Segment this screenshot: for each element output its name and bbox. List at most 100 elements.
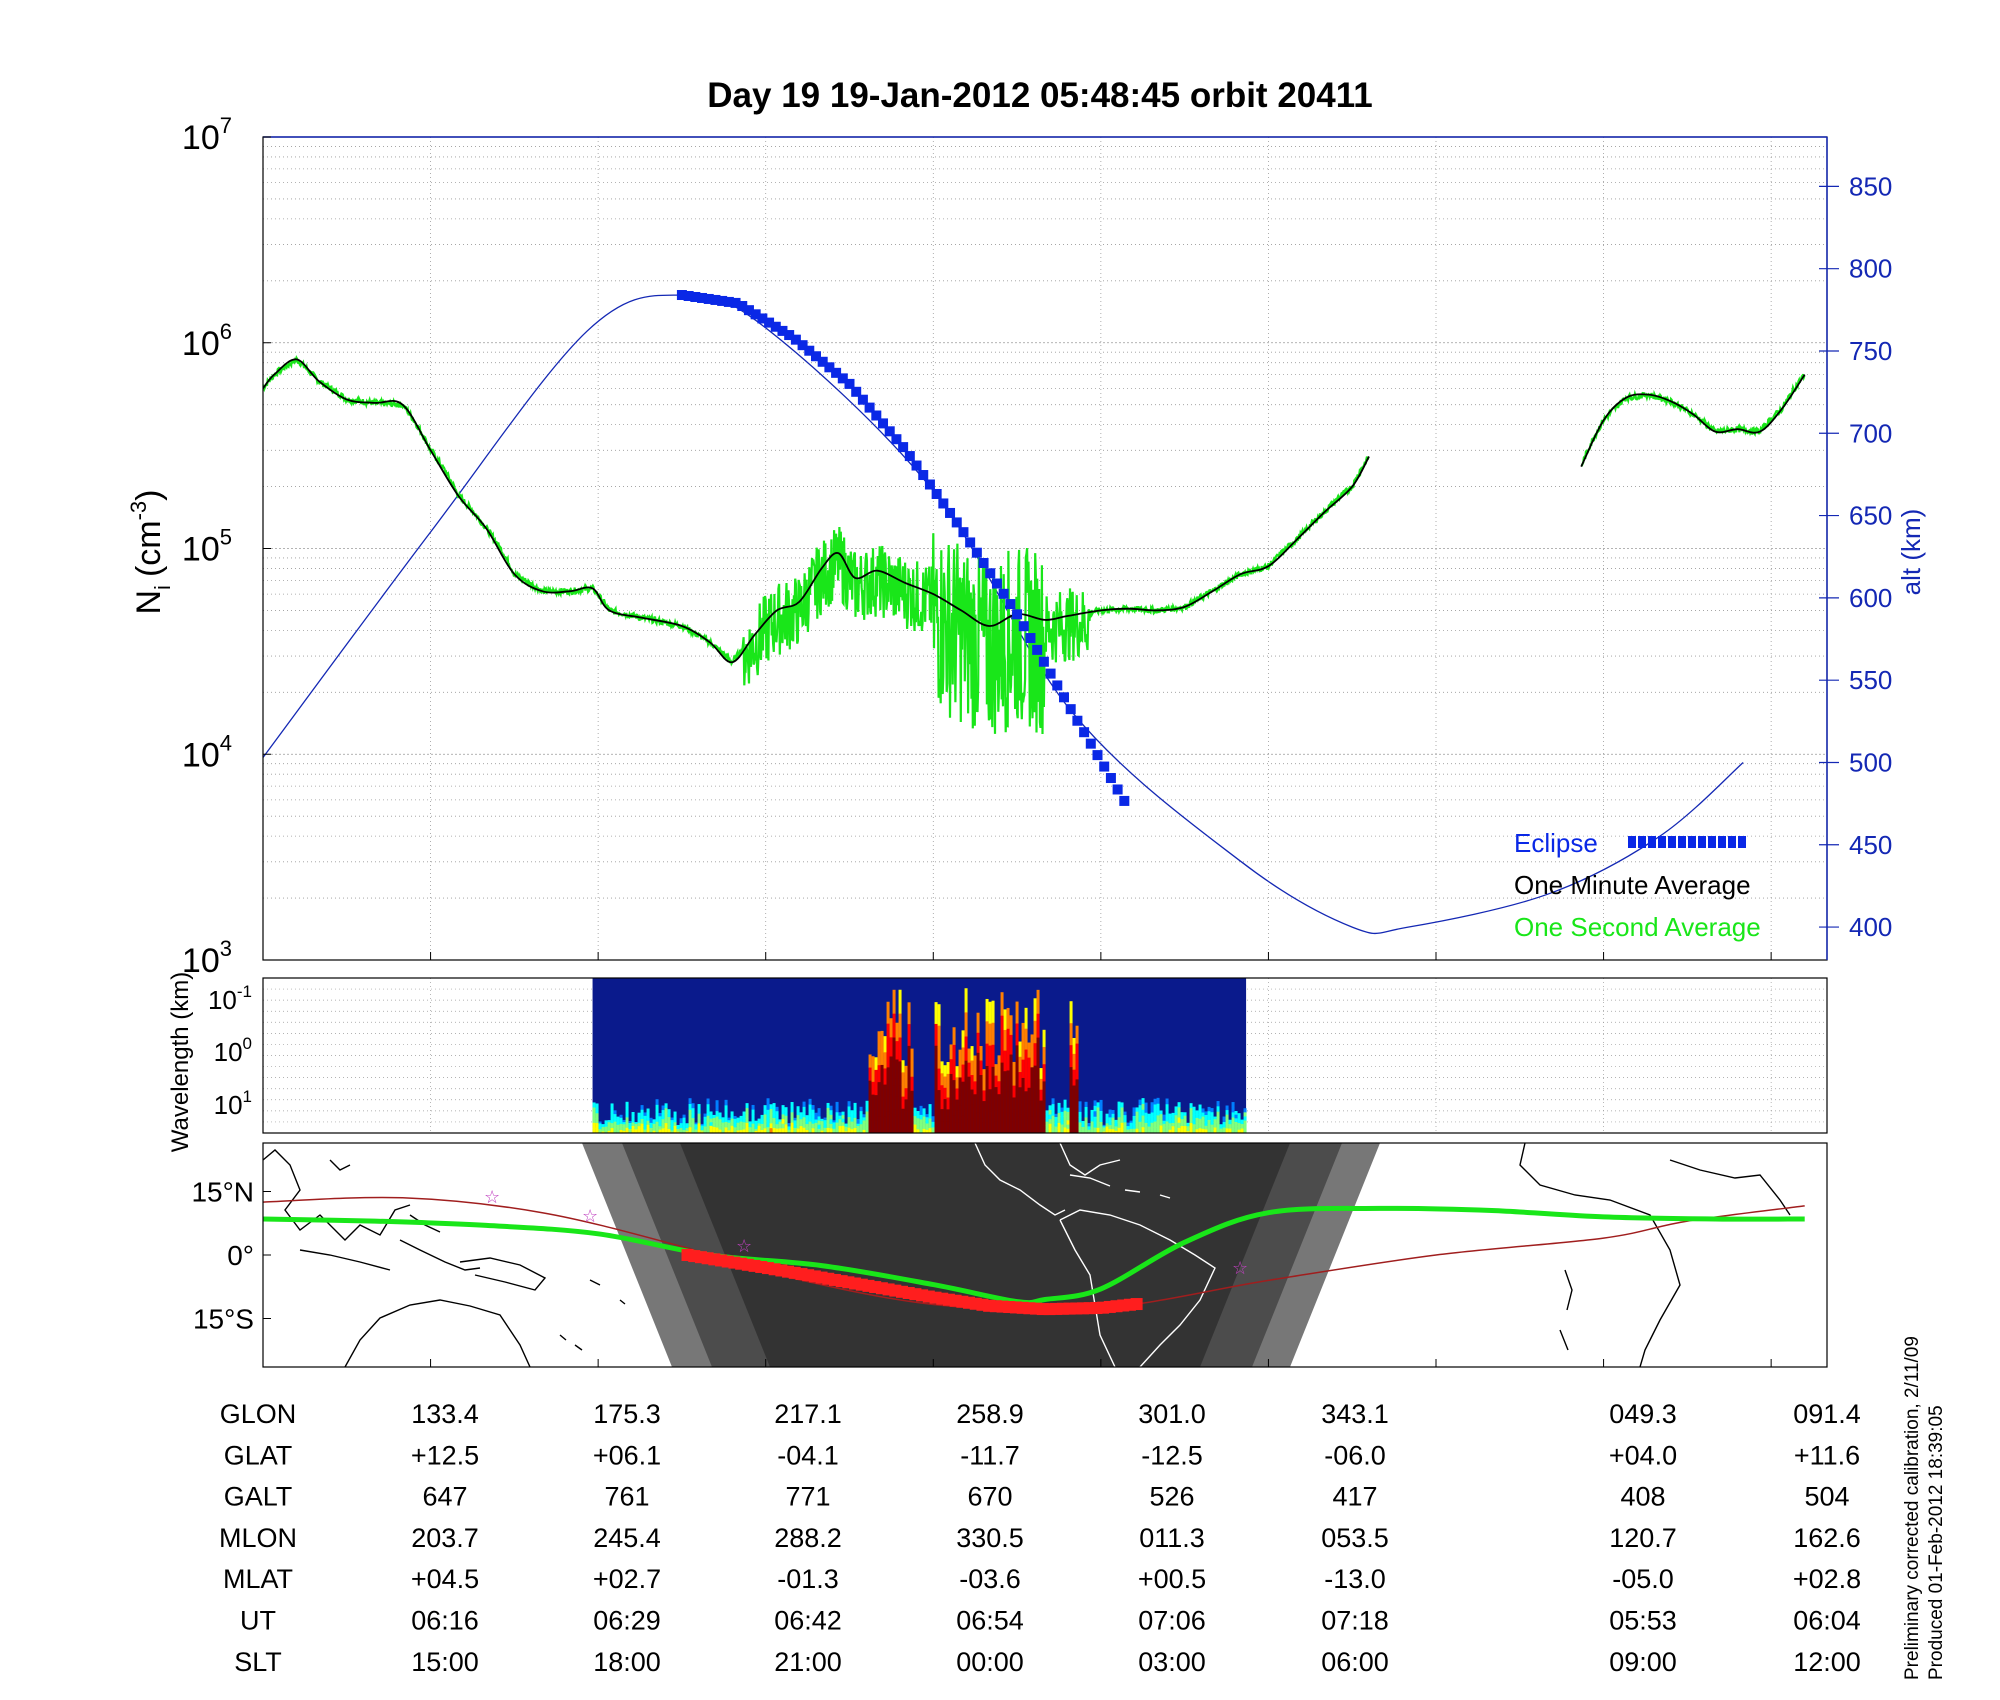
spec-cell — [673, 1111, 677, 1116]
spec-cell — [1051, 1127, 1055, 1133]
spec-cell — [940, 1109, 944, 1122]
spec-cell — [889, 1056, 893, 1077]
spec-cell — [811, 1119, 815, 1125]
spec-cell — [940, 1073, 944, 1086]
spec-cell — [742, 1115, 746, 1120]
spec-cell — [1231, 1102, 1235, 1108]
spec-cell — [847, 1117, 851, 1123]
spec-cell — [1093, 1127, 1097, 1133]
spec-cell — [1063, 1127, 1067, 1133]
spec-cell — [1207, 1106, 1211, 1112]
spec-cell — [703, 1116, 707, 1121]
spec-cell — [1084, 1122, 1088, 1129]
spec-cell — [823, 1120, 827, 1124]
spec-cell — [988, 1067, 992, 1090]
spec-cell — [1090, 1117, 1094, 1122]
spec-cell — [637, 1119, 641, 1124]
eclipse-marker — [985, 568, 996, 579]
spec-cell — [1231, 1112, 1235, 1119]
eclipse-marker — [1105, 773, 1116, 784]
spec-cell — [1105, 1120, 1109, 1124]
spec-cell — [931, 1121, 935, 1126]
spec-cell — [736, 1120, 740, 1124]
spec-cell — [1030, 1083, 1034, 1101]
spec-cell — [664, 1108, 668, 1114]
spec-cell — [1228, 1124, 1232, 1127]
spec-cell — [694, 1131, 698, 1133]
eclipse-marker — [971, 547, 982, 558]
spec-cell — [781, 1128, 785, 1133]
spec-cell — [667, 1117, 671, 1122]
spec-cell — [727, 1130, 731, 1133]
spec-cell — [991, 1000, 995, 1024]
spec-cell — [919, 1119, 923, 1125]
spec-cell — [925, 1129, 929, 1133]
spec-cell — [1123, 1115, 1127, 1120]
spec-cell — [1042, 1064, 1046, 1082]
spec-cell — [970, 1089, 974, 1105]
spec-cell — [790, 1101, 794, 1108]
spec-cell — [634, 1125, 638, 1129]
spec-cell — [1054, 1126, 1058, 1131]
spec-cell — [877, 1116, 881, 1133]
spec-cell — [1225, 1114, 1229, 1120]
spec-cell — [787, 1131, 791, 1133]
ephemeris-cell: 504 — [1804, 1482, 1849, 1512]
spec-cell — [619, 1120, 623, 1125]
spec-cell — [763, 1114, 767, 1120]
spec-cell — [1111, 1117, 1115, 1123]
spec-cell — [739, 1127, 743, 1131]
spec-cell — [952, 1115, 956, 1133]
spec-cell — [685, 1124, 689, 1127]
spec-cell — [1168, 1126, 1172, 1131]
spec-cell — [1162, 1120, 1166, 1125]
spec-cell — [916, 1129, 920, 1133]
spec-cell — [928, 1128, 932, 1133]
spec-cell — [1144, 1117, 1148, 1124]
eclipse-marker — [1112, 784, 1123, 795]
spec-cell — [691, 1113, 695, 1119]
spec-cell — [820, 1118, 824, 1122]
spec-cell — [994, 1110, 998, 1123]
spec-cell — [1177, 1117, 1181, 1124]
spec-cell — [1006, 1049, 1010, 1071]
spec-cell — [1135, 1128, 1139, 1133]
spec-cell — [592, 1122, 596, 1129]
spec-cell — [1204, 1122, 1208, 1127]
spec-cell — [1150, 1122, 1154, 1129]
spec-cell — [1225, 1128, 1229, 1133]
spec-cell — [1219, 1131, 1223, 1133]
spec-cell — [754, 1122, 758, 1126]
spec-cell — [667, 1109, 671, 1114]
ephemeris-cell: 07:18 — [1321, 1606, 1389, 1636]
spec-cell — [1189, 1108, 1193, 1114]
spec-cell — [1201, 1116, 1205, 1122]
spec-cell — [679, 1118, 683, 1122]
spec-cell — [754, 1120, 758, 1124]
spec-cell — [913, 1107, 917, 1113]
spec-cell — [1051, 1098, 1055, 1105]
spec-cell — [934, 1067, 938, 1090]
spec-cell — [1018, 1072, 1022, 1088]
spec-cell — [1096, 1117, 1100, 1124]
spec-cell — [925, 1120, 929, 1125]
spec-cell — [829, 1119, 833, 1125]
spec-cell — [961, 1081, 965, 1100]
spec-cell — [949, 1103, 953, 1119]
spec-cell — [1228, 1119, 1232, 1123]
spec-cell — [1015, 1067, 1019, 1090]
spec-cell — [862, 1129, 866, 1133]
spec-cell — [1180, 1119, 1184, 1124]
spec-cell — [790, 1107, 794, 1113]
spec-cell — [1213, 1119, 1217, 1123]
spec-cell — [1180, 1122, 1184, 1127]
legend-eclipse-square — [1628, 836, 1636, 848]
coastlines — [263, 1143, 1791, 1367]
spec-cell — [1174, 1110, 1178, 1116]
eclipse-marker — [1012, 609, 1023, 620]
spec-cell — [1168, 1116, 1172, 1121]
spec-cell — [916, 1118, 920, 1123]
spec-cell — [649, 1120, 653, 1124]
spec-cell — [1003, 1091, 1007, 1113]
spec-cell — [1051, 1109, 1055, 1117]
